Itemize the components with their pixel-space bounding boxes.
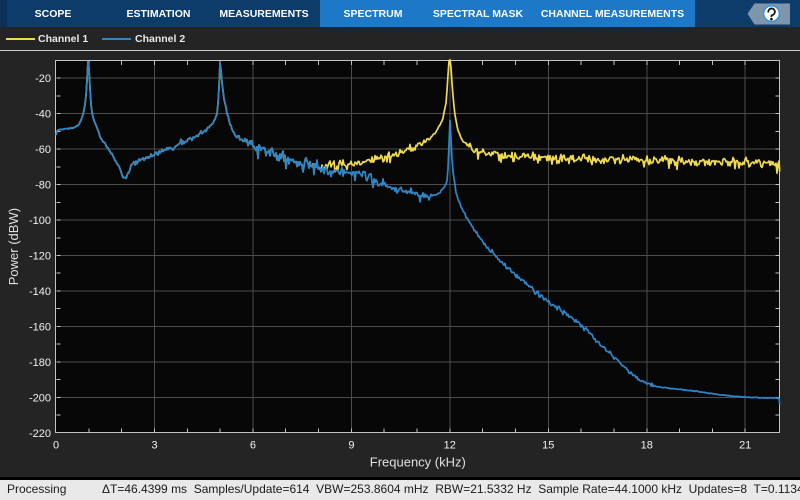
svg-text:Power (dBW): Power (dBW)	[6, 208, 21, 285]
svg-text:3: 3	[151, 440, 157, 452]
svg-text:21: 21	[739, 440, 751, 452]
svg-text:18: 18	[641, 440, 653, 452]
svg-text:9: 9	[348, 440, 354, 452]
svg-text:-180: -180	[29, 357, 51, 369]
svg-text:-160: -160	[29, 321, 51, 333]
svg-text:-60: -60	[35, 144, 51, 156]
svg-text:6: 6	[250, 440, 256, 452]
svg-text:12: 12	[444, 440, 456, 452]
svg-text:0: 0	[53, 440, 59, 452]
svg-text:-100: -100	[29, 215, 51, 227]
svg-text:-80: -80	[35, 180, 51, 192]
svg-text:-140: -140	[29, 286, 51, 298]
svg-text:Frequency (kHz): Frequency (kHz)	[370, 455, 466, 470]
svg-text:-200: -200	[29, 392, 51, 404]
svg-text:-220: -220	[29, 428, 51, 440]
svg-text:-20: -20	[35, 73, 51, 85]
svg-text:-120: -120	[29, 251, 51, 263]
svg-text:-40: -40	[35, 109, 51, 121]
svg-text:15: 15	[542, 440, 554, 452]
